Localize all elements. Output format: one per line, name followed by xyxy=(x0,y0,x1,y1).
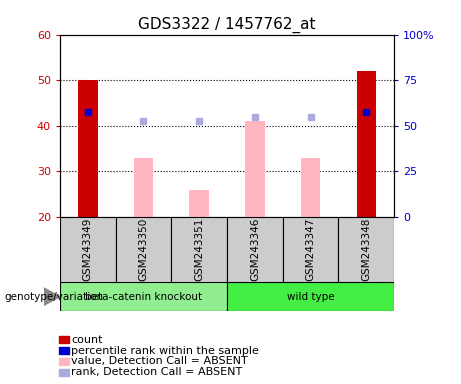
Bar xyxy=(134,158,153,217)
Bar xyxy=(227,282,394,311)
Bar xyxy=(301,158,320,217)
Text: GSM243348: GSM243348 xyxy=(361,218,371,281)
Bar xyxy=(227,217,283,282)
Bar xyxy=(338,217,394,282)
Text: GSM243346: GSM243346 xyxy=(250,218,260,281)
Bar xyxy=(60,217,116,282)
Bar xyxy=(60,282,227,311)
Bar xyxy=(78,80,98,217)
Text: GSM243347: GSM243347 xyxy=(306,218,316,281)
Text: percentile rank within the sample: percentile rank within the sample xyxy=(71,346,260,356)
Text: genotype/variation: genotype/variation xyxy=(5,291,104,302)
Bar xyxy=(283,217,338,282)
Text: GSM243350: GSM243350 xyxy=(138,218,148,281)
Text: value, Detection Call = ABSENT: value, Detection Call = ABSENT xyxy=(71,356,248,366)
Bar xyxy=(189,190,209,217)
Text: GSM243349: GSM243349 xyxy=(83,218,93,281)
Bar xyxy=(356,71,376,217)
Bar xyxy=(116,217,171,282)
Bar xyxy=(245,121,265,217)
Bar xyxy=(171,217,227,282)
Text: wild type: wild type xyxy=(287,291,334,302)
Text: GSM243351: GSM243351 xyxy=(194,218,204,281)
Text: beta-catenin knockout: beta-catenin knockout xyxy=(85,291,202,302)
Text: rank, Detection Call = ABSENT: rank, Detection Call = ABSENT xyxy=(71,367,242,377)
Title: GDS3322 / 1457762_at: GDS3322 / 1457762_at xyxy=(138,17,316,33)
Text: count: count xyxy=(71,335,103,345)
Polygon shape xyxy=(44,288,60,305)
